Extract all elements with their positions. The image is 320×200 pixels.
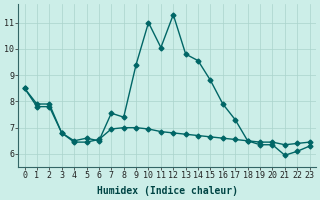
X-axis label: Humidex (Indice chaleur): Humidex (Indice chaleur)	[97, 186, 237, 196]
